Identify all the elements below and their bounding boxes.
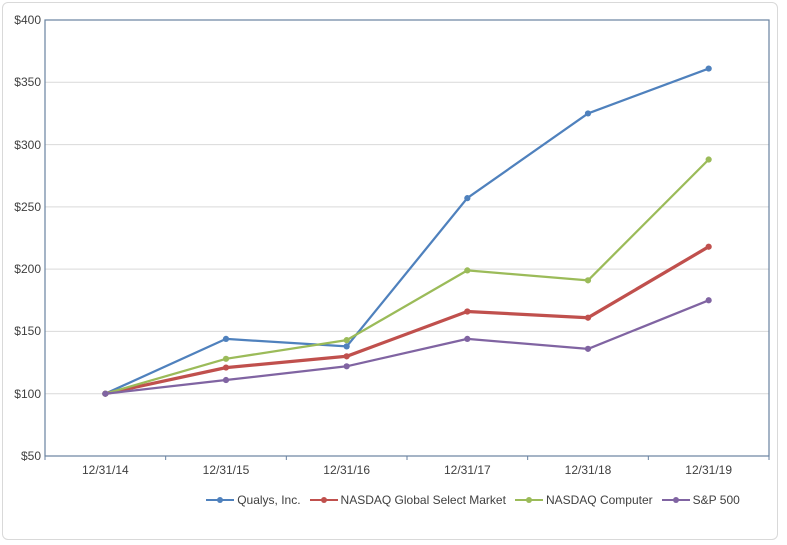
data-point-s-p-500	[705, 297, 712, 304]
data-point-qualys-inc	[343, 343, 350, 350]
data-point-s-p-500	[343, 363, 350, 370]
legend-line-marker-icon	[661, 495, 690, 505]
legend-item-s-p-500: S&P 500	[661, 493, 740, 507]
series-line-s-p-500	[104, 299, 710, 395]
data-point-nasdaq-global-select-market	[705, 243, 712, 250]
legend-item-qualys-inc: Qualys, Inc.	[206, 493, 301, 507]
legend-item-nasdaq-global-select-market: NASDAQ Global Select Market	[309, 493, 506, 507]
stock-performance-chart: $50 $100 $150 $200 $250 $300 $350 $400 12/31/14…	[2, 2, 778, 540]
legend-line-marker-icon	[206, 495, 235, 505]
data-point-s-p-500	[222, 376, 230, 384]
data-point-qualys-inc	[705, 65, 712, 72]
data-point-s-p-500	[464, 335, 471, 343]
legend: Qualys, Inc. NASDAQ Global Select Market N…	[111, 490, 787, 510]
legend-label: NASDAQ Computer	[545, 493, 653, 507]
y-tick-label: $50	[20, 449, 41, 463]
data-point-qualys-inc	[464, 195, 471, 202]
x-tick-label: 12/31/15	[202, 463, 250, 477]
y-tick-label: $100	[14, 386, 41, 401]
data-point-nasdaq-global-select-market	[464, 308, 471, 315]
data-point-nasdaq-computer	[343, 337, 350, 344]
y-tick-label: $200	[14, 262, 41, 277]
data-point-s-p-500	[102, 390, 109, 397]
x-tick-label: 12/31/18	[564, 463, 612, 477]
x-tick-label: 12/31/16	[323, 463, 371, 477]
data-point-nasdaq-global-select-market	[343, 353, 350, 360]
series-line-nasdaq-computer	[104, 158, 710, 395]
x-tick-label: 12/31/19	[685, 463, 733, 477]
x-tick-label: 12/31/17	[443, 463, 491, 477]
y-tick-label: $150	[14, 324, 41, 339]
series-line-nasdaq-global-select-market	[103, 245, 711, 396]
data-point-s-p-500	[584, 345, 592, 352]
legend-item-nasdaq-computer: NASDAQ Computer	[514, 493, 653, 507]
legend-label: Qualys, Inc.	[237, 493, 301, 507]
data-point-nasdaq-computer	[584, 277, 592, 284]
data-point-nasdaq-computer	[464, 267, 471, 274]
data-point-nasdaq-computer	[222, 355, 230, 362]
y-tick-label: $400	[14, 13, 41, 27]
y-tick-label: $250	[14, 199, 41, 214]
x-tick-label: 12/31/14	[81, 463, 129, 477]
y-tick-label: $350	[14, 75, 41, 90]
data-point-nasdaq-global-select-market	[222, 364, 230, 371]
data-point-nasdaq-global-select-market	[584, 314, 592, 321]
legend-label: S&P 500	[692, 493, 740, 507]
y-tick-label: $300	[14, 137, 41, 152]
series-line-qualys-inc	[104, 67, 710, 395]
legend-line-marker-icon	[514, 495, 543, 505]
data-point-qualys-inc	[222, 335, 230, 343]
legend-line-marker-icon	[309, 495, 338, 505]
data-point-qualys-inc	[584, 110, 592, 117]
data-point-nasdaq-computer	[705, 156, 712, 163]
legend-label: NASDAQ Global Select Market	[340, 493, 506, 507]
